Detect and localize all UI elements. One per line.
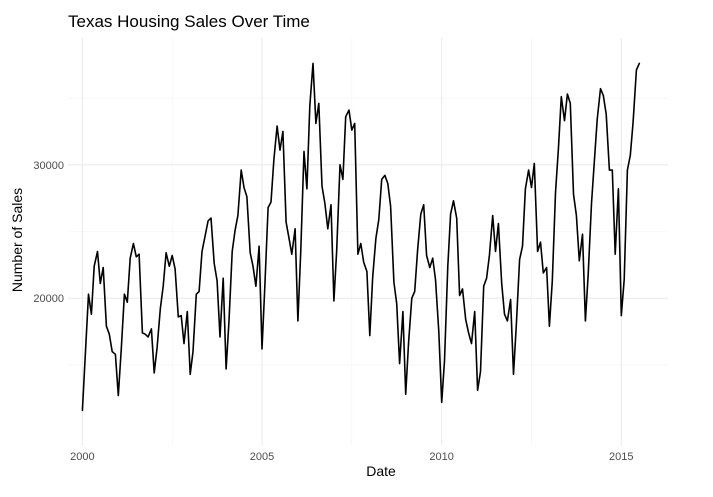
grid bbox=[68, 38, 668, 445]
y-axis-ticks: 20000 30000 bbox=[33, 160, 64, 305]
chart-title: Texas Housing Sales Over Time bbox=[68, 12, 310, 31]
y-tick-label: 30000 bbox=[33, 160, 64, 172]
x-axis-ticks: 2000 2005 2010 2015 bbox=[70, 451, 633, 463]
y-axis-title: Number of Sales bbox=[9, 188, 25, 292]
x-axis-title: Date bbox=[366, 463, 396, 479]
x-tick-label: 2015 bbox=[609, 451, 633, 463]
x-tick-label: 2005 bbox=[250, 451, 274, 463]
x-tick-label: 2010 bbox=[429, 451, 453, 463]
y-tick-label: 20000 bbox=[33, 293, 64, 305]
x-tick-label: 2000 bbox=[70, 451, 94, 463]
series-line bbox=[81, 62, 641, 412]
